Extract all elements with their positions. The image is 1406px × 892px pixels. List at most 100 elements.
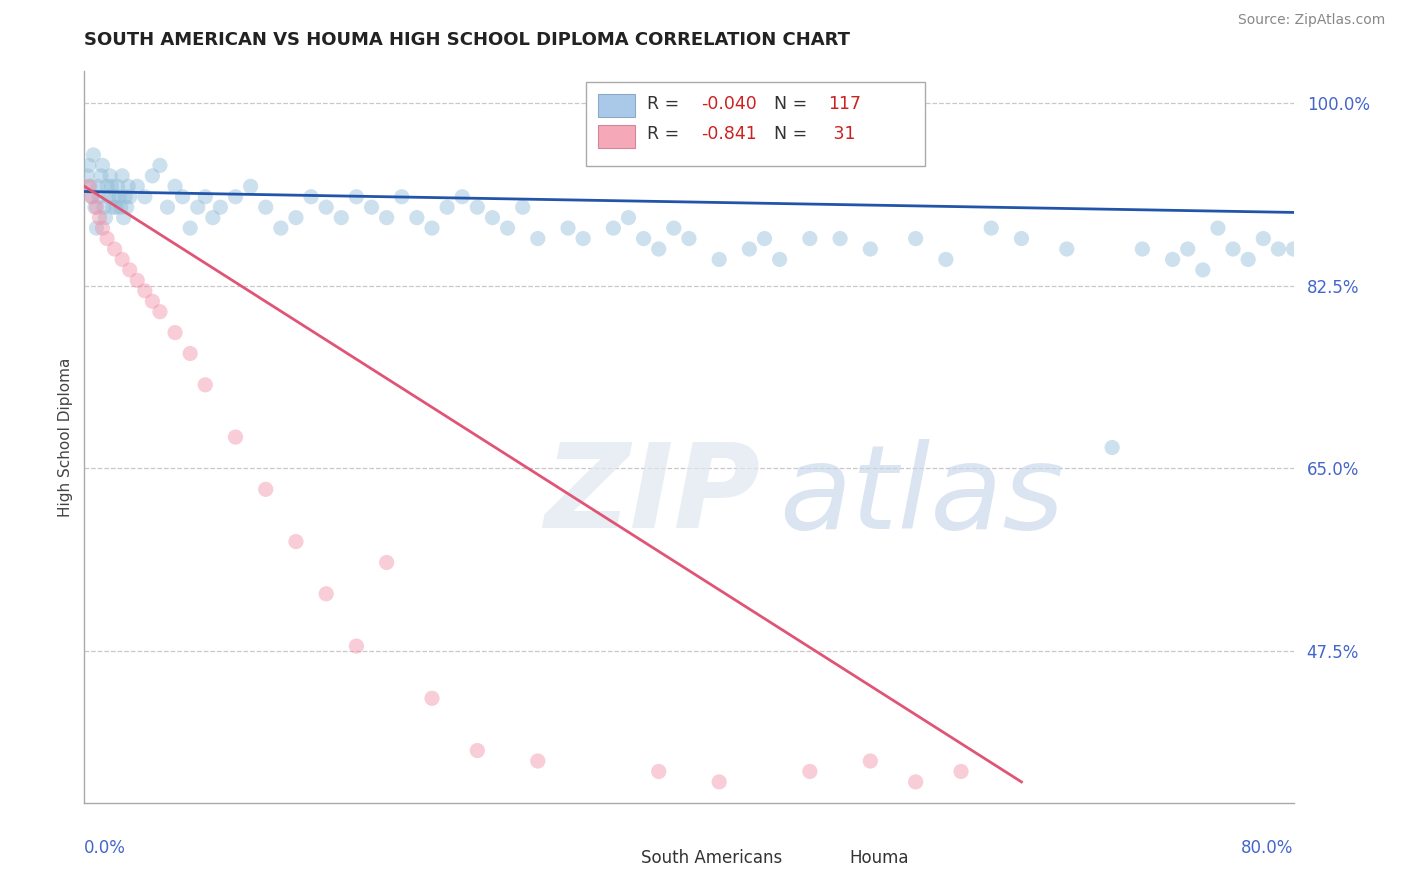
Point xyxy=(512,200,534,214)
Point xyxy=(127,179,149,194)
Point xyxy=(105,200,128,214)
Point xyxy=(77,158,100,172)
Point xyxy=(935,252,957,267)
Point xyxy=(678,231,700,245)
Point xyxy=(1237,252,1260,267)
Point xyxy=(84,200,107,214)
Point xyxy=(96,179,118,194)
Point xyxy=(647,764,671,779)
Point xyxy=(436,200,458,214)
Point xyxy=(108,190,131,204)
Point xyxy=(799,231,821,245)
Point xyxy=(110,200,132,214)
Point xyxy=(647,242,671,256)
Point xyxy=(1177,242,1199,256)
Text: N =: N = xyxy=(773,125,807,143)
Point xyxy=(391,190,413,204)
Point xyxy=(375,211,398,225)
Point xyxy=(117,179,139,194)
Point xyxy=(201,211,224,225)
Point xyxy=(179,346,201,360)
Point xyxy=(467,743,489,757)
Point xyxy=(346,190,368,204)
Point xyxy=(1056,242,1078,256)
Point xyxy=(633,231,655,245)
Point xyxy=(225,190,247,204)
Point xyxy=(1222,242,1244,256)
Point xyxy=(950,764,973,779)
Point xyxy=(141,169,163,183)
Point xyxy=(1358,263,1381,277)
Point xyxy=(134,284,156,298)
Point xyxy=(141,294,163,309)
Text: ZIP: ZIP xyxy=(544,438,759,553)
Point xyxy=(904,775,927,789)
Point xyxy=(149,304,172,318)
Point xyxy=(194,377,217,392)
Point xyxy=(115,200,138,214)
Point xyxy=(1161,252,1184,267)
Point xyxy=(156,200,179,214)
Point xyxy=(118,190,141,204)
Point xyxy=(91,221,114,235)
Point xyxy=(1206,221,1229,235)
Point xyxy=(76,169,98,183)
Point xyxy=(980,221,1002,235)
Point xyxy=(165,326,187,340)
Point xyxy=(1010,231,1032,245)
Point xyxy=(114,190,136,204)
Point xyxy=(527,231,550,245)
Point xyxy=(100,179,122,194)
Point xyxy=(86,200,108,214)
Point xyxy=(79,179,101,194)
Point xyxy=(98,169,121,183)
Point xyxy=(104,242,127,256)
Y-axis label: High School Diploma: High School Diploma xyxy=(58,358,73,516)
Point xyxy=(1192,263,1215,277)
Point xyxy=(104,190,127,204)
Point xyxy=(107,179,129,194)
Point xyxy=(93,200,115,214)
Point xyxy=(557,221,579,235)
Point xyxy=(187,200,209,214)
Bar xyxy=(599,94,634,118)
Text: N =: N = xyxy=(773,95,807,113)
Point xyxy=(709,775,731,789)
Point xyxy=(80,190,103,204)
Point xyxy=(225,430,247,444)
Text: -0.040: -0.040 xyxy=(702,95,756,113)
Text: South Americans: South Americans xyxy=(641,848,782,867)
Point xyxy=(90,169,112,183)
Point xyxy=(179,221,201,235)
Point xyxy=(80,190,103,204)
Point xyxy=(254,200,277,214)
Point xyxy=(299,190,322,204)
Point xyxy=(254,483,277,497)
Text: atlas: atlas xyxy=(779,439,1064,553)
Bar xyxy=(595,847,631,869)
Point xyxy=(96,231,118,245)
Point xyxy=(86,221,108,235)
Text: Source: ZipAtlas.com: Source: ZipAtlas.com xyxy=(1237,13,1385,28)
Point xyxy=(496,221,519,235)
Point xyxy=(330,211,353,225)
Text: 80.0%: 80.0% xyxy=(1241,839,1294,857)
Point xyxy=(1327,242,1350,256)
Point xyxy=(1267,242,1289,256)
Point xyxy=(904,231,927,245)
Point xyxy=(662,221,685,235)
Text: R =: R = xyxy=(647,95,679,113)
Point xyxy=(111,252,134,267)
Point xyxy=(82,148,104,162)
Point xyxy=(77,179,100,194)
Point xyxy=(799,764,821,779)
Point xyxy=(118,263,141,277)
Text: -0.841: -0.841 xyxy=(702,125,756,143)
Point xyxy=(527,754,550,768)
Point xyxy=(769,252,792,267)
Point xyxy=(134,190,156,204)
Point xyxy=(284,211,308,225)
Point xyxy=(87,179,110,194)
Bar xyxy=(599,125,634,148)
Point xyxy=(830,231,852,245)
